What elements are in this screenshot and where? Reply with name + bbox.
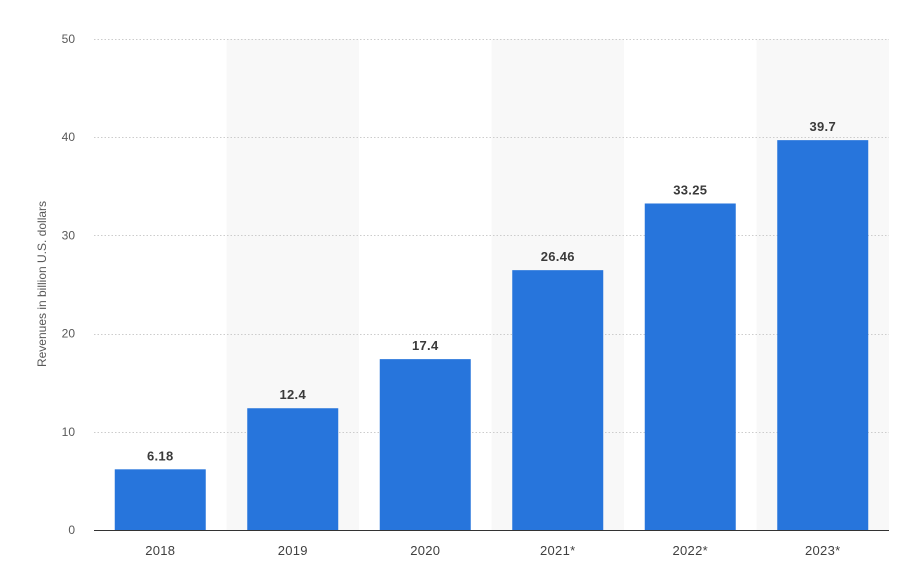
value-label: 17.4 (412, 338, 439, 353)
bar (247, 408, 339, 530)
value-label: 6.18 (147, 448, 174, 463)
x-tick-label: 2020 (410, 543, 440, 558)
value-label: 39.7 (809, 119, 836, 134)
bar (512, 270, 604, 530)
bars (114, 140, 869, 531)
value-label: 12.4 (279, 387, 306, 402)
x-tick-label: 2018 (145, 543, 175, 558)
x-tick-label: 2021* (540, 543, 575, 558)
x-tick-label: 2019 (278, 543, 308, 558)
y-tick-label: 30 (62, 228, 76, 242)
y-tick-label: 20 (62, 327, 76, 341)
bar (777, 140, 869, 530)
y-axis-ticks: 0 10 20 30 40 50 (62, 32, 76, 537)
x-axis-ticks: 2018 2019 2020 2021* 2022* 2023* (145, 543, 840, 558)
bar (379, 359, 471, 530)
bar (644, 203, 736, 531)
x-tick-label: 2023* (805, 543, 840, 558)
bar (114, 469, 206, 530)
y-tick-label: 50 (62, 32, 76, 46)
value-labels: 6.18 12.4 17.4 26.46 33.25 39.7 (147, 119, 836, 463)
y-tick-label: 40 (62, 130, 76, 144)
y-axis-label: Revenues in billion U.S. dollars (35, 201, 49, 367)
value-label: 33.25 (673, 182, 707, 197)
y-tick-label: 0 (68, 523, 75, 537)
value-label: 26.46 (541, 249, 575, 264)
y-tick-label: 10 (62, 425, 76, 439)
x-tick-label: 2022* (673, 543, 708, 558)
gridlines (94, 39, 889, 433)
